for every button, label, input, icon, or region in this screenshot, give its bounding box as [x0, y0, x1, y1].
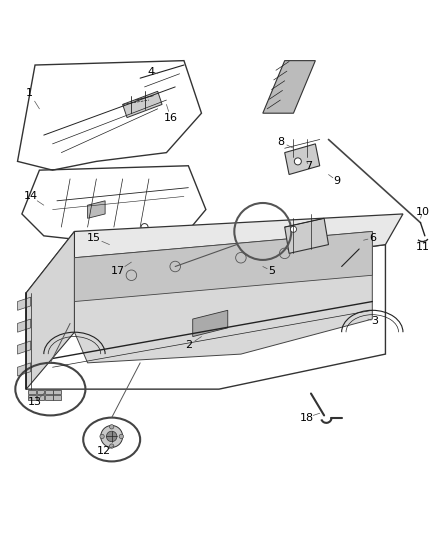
Polygon shape — [123, 91, 162, 118]
Circle shape — [119, 434, 124, 439]
Polygon shape — [193, 310, 228, 336]
Text: 17: 17 — [111, 266, 125, 276]
Polygon shape — [18, 363, 31, 376]
Polygon shape — [18, 341, 31, 354]
Circle shape — [101, 425, 123, 447]
Text: 8: 8 — [277, 136, 284, 147]
Text: 18: 18 — [300, 413, 314, 423]
Polygon shape — [45, 390, 53, 394]
Text: 4: 4 — [148, 67, 155, 77]
Circle shape — [110, 425, 114, 429]
Text: 14: 14 — [24, 191, 38, 201]
Text: 3: 3 — [371, 316, 378, 326]
Polygon shape — [28, 390, 36, 394]
Text: 2: 2 — [185, 341, 192, 350]
Polygon shape — [45, 395, 53, 400]
Text: 11: 11 — [416, 242, 430, 252]
Text: 10: 10 — [416, 207, 430, 217]
Text: 6: 6 — [369, 233, 376, 243]
Text: 16: 16 — [164, 114, 178, 124]
Polygon shape — [18, 319, 31, 332]
Polygon shape — [53, 390, 61, 394]
Text: 12: 12 — [97, 446, 111, 456]
Polygon shape — [74, 231, 372, 363]
Text: 15: 15 — [87, 233, 101, 243]
Polygon shape — [26, 214, 403, 293]
Polygon shape — [37, 390, 44, 394]
Polygon shape — [53, 395, 61, 400]
Polygon shape — [285, 219, 328, 253]
Polygon shape — [37, 395, 44, 400]
Polygon shape — [88, 201, 105, 219]
Text: 9: 9 — [334, 176, 341, 186]
Polygon shape — [74, 231, 372, 302]
Polygon shape — [26, 231, 74, 389]
Circle shape — [100, 434, 104, 439]
Polygon shape — [18, 297, 31, 310]
Text: 7: 7 — [305, 161, 312, 171]
Polygon shape — [285, 144, 320, 174]
Text: 1: 1 — [26, 88, 33, 99]
Circle shape — [110, 444, 114, 448]
Text: 5: 5 — [268, 266, 275, 276]
Polygon shape — [28, 395, 36, 400]
Text: 13: 13 — [28, 397, 42, 407]
Circle shape — [294, 158, 301, 165]
Circle shape — [106, 431, 117, 442]
Polygon shape — [263, 61, 315, 113]
Circle shape — [290, 226, 297, 232]
